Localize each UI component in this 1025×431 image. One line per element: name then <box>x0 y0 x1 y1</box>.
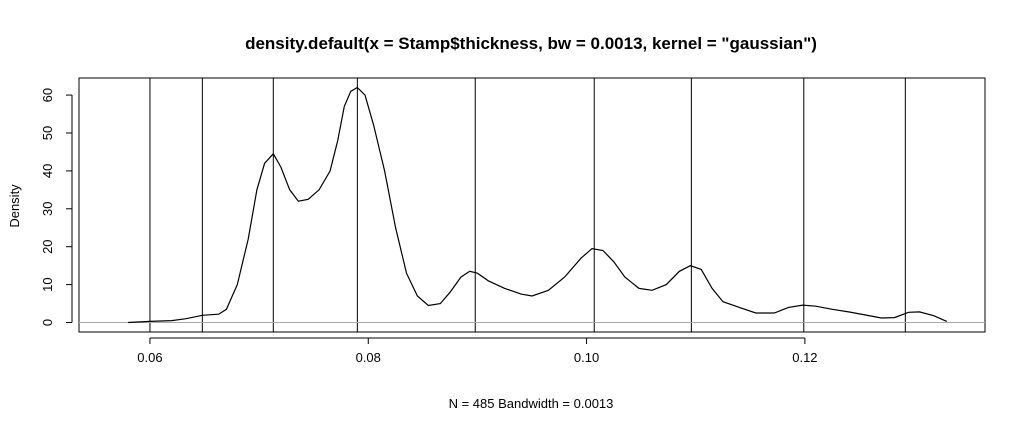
x-tick-label-3: 0.12 <box>792 350 817 365</box>
y-tick-label-1: 10 <box>40 277 55 291</box>
x-tick-label-2: 0.10 <box>574 350 599 365</box>
y-tick-label-5: 50 <box>40 126 55 140</box>
y-axis: 0 10 20 30 40 50 60 <box>40 88 73 326</box>
plot-frame <box>78 77 986 333</box>
y-tick-label-0: 0 <box>40 319 55 326</box>
x-tick-label-1: 0.08 <box>356 350 381 365</box>
x-axis-label: N = 485 Bandwidth = 0.0013 <box>449 396 614 411</box>
y-tick-label-2: 20 <box>40 239 55 253</box>
vertical-reference-lines <box>149 78 906 332</box>
x-axis: 0.06 0.08 0.10 0.12 <box>137 337 818 365</box>
y-axis-label: Density <box>7 184 22 228</box>
y-tick-label-4: 40 <box>40 164 55 178</box>
y-tick-label-3: 30 <box>40 202 55 216</box>
density-curve <box>128 86 948 324</box>
chart-title: density.default(x = Stamp$thickness, bw … <box>245 34 817 53</box>
y-tick-label-6: 60 <box>40 88 55 102</box>
x-tick-label-0: 0.06 <box>137 350 162 365</box>
